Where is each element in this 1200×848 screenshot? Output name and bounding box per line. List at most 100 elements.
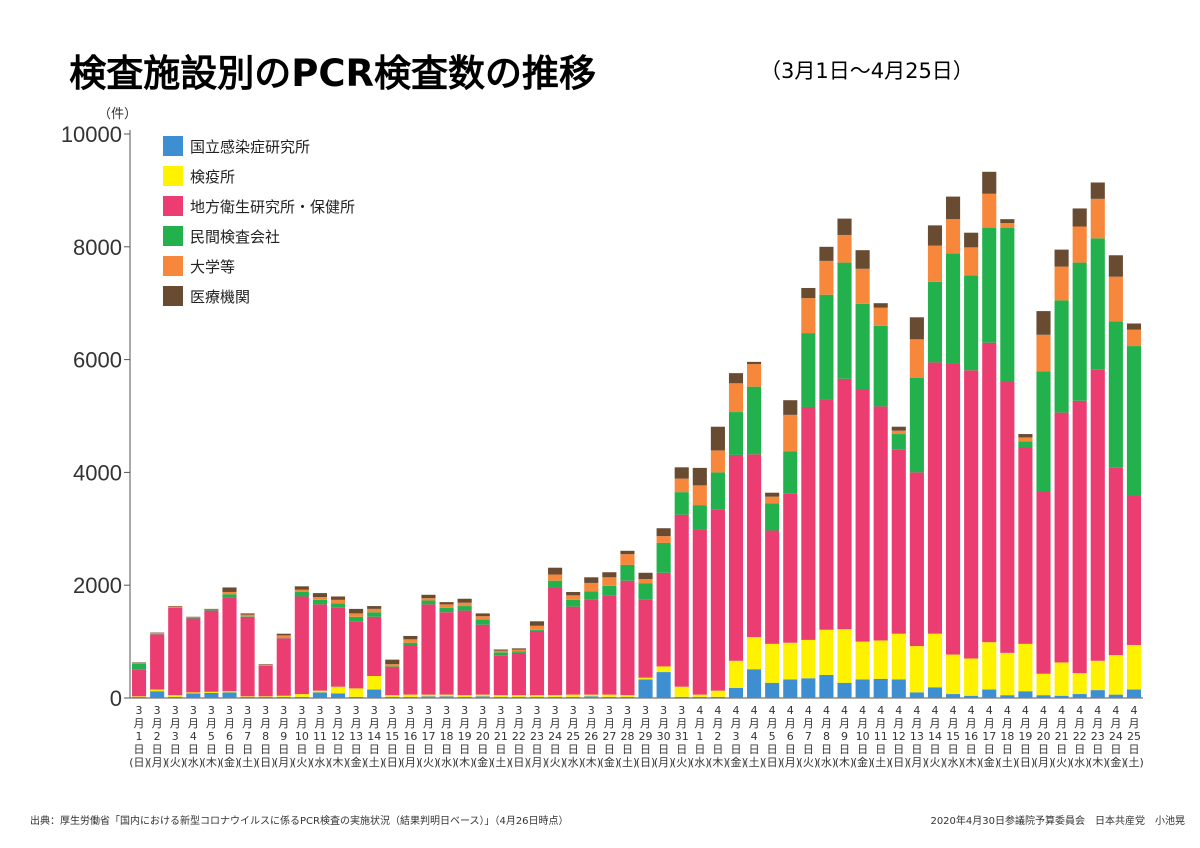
bar-segment (421, 600, 436, 605)
bar-segment (855, 679, 870, 698)
bar-segment (1036, 695, 1051, 698)
bar-segment (584, 696, 599, 698)
x-tick-label: 4 月 18 日(土) (998, 704, 1018, 769)
bar-segment (168, 606, 183, 608)
bar-segment (1108, 655, 1123, 695)
bar-segment (511, 648, 526, 650)
x-tick-label: 4 月 16 日(木) (961, 704, 981, 769)
bar-segment (747, 637, 762, 670)
bar-segment (150, 633, 165, 635)
bar-segment (783, 451, 798, 494)
bar-segment (131, 662, 147, 664)
legend-label: 国立感染症研究所 (190, 138, 310, 156)
bar-segment (765, 682, 780, 698)
bar-segment (349, 613, 364, 617)
bar-segment (1126, 495, 1142, 645)
bar-segment (312, 692, 327, 698)
bar-segment (801, 678, 816, 698)
bar-segment (873, 325, 888, 407)
bar-segment (457, 695, 472, 697)
bar-segment (403, 644, 418, 695)
bar-segment (222, 691, 237, 693)
bar-segment (421, 694, 436, 697)
y-tick-label: 0 (110, 686, 122, 711)
bar-segment (222, 597, 237, 692)
bar-segment (1108, 276, 1123, 322)
bar-segment (475, 616, 490, 620)
y-tick-label: 2000 (73, 573, 122, 598)
bar-segment (566, 696, 581, 698)
bar-segment (710, 426, 725, 451)
chart-title: 検査施設別のPCR検査数の推移 (69, 52, 596, 95)
x-tick-label: 4 月 8 日(水) (817, 704, 837, 769)
bar-segment (1090, 198, 1105, 239)
bar-segment (529, 696, 545, 698)
bar-segment (349, 616, 364, 622)
bar-segment (801, 287, 816, 299)
bar-segment (710, 696, 725, 698)
bar-segment (728, 373, 744, 384)
bar-segment (294, 591, 309, 597)
bar-segment (656, 536, 671, 543)
bar-segment (891, 426, 906, 431)
bar-segment (294, 596, 309, 695)
bar-segment (1018, 434, 1033, 438)
bar-segment (1072, 694, 1087, 698)
bar-segment (566, 606, 581, 695)
x-tick-label: 4 月 5 日(日) (762, 704, 782, 769)
bar-segment (638, 677, 653, 680)
bar-segment (457, 606, 472, 611)
y-tick-label: 6000 (73, 348, 122, 373)
bar-segment (1054, 266, 1069, 301)
bar-segment (150, 633, 165, 634)
x-tick-label: 3 月 3 日(火) (165, 704, 185, 769)
bar-segment (150, 632, 165, 634)
bar-segment (1072, 208, 1087, 227)
bar-segment (891, 633, 906, 680)
x-tick-label: 4 月 11 日(土) (871, 704, 891, 769)
x-tick-label: 3 月 25 日(水) (563, 704, 583, 769)
bar-segment (964, 232, 979, 248)
x-axis-labels: 3 月 1 日(日)3 月 2 日(月)3 月 3 日(火)3 月 4 日(水)3 月 5 日(木)3 月 6 日(… (129, 704, 1144, 769)
bar-segment (150, 689, 165, 692)
bar-segment (385, 659, 400, 665)
bar-segment (1090, 182, 1105, 199)
bar-segment (909, 692, 924, 698)
y-tick-label: 4000 (73, 460, 122, 485)
bar-segment (656, 572, 671, 667)
x-tick-label: 4 月 19 日(日) (1016, 704, 1036, 769)
bar-segment (150, 691, 165, 698)
bar-segment (927, 687, 943, 698)
bar-segment (710, 472, 725, 510)
bar-segment (1126, 644, 1142, 690)
x-tick-label: 3 月 6 日(金) (220, 704, 240, 769)
bar-segment (602, 572, 617, 578)
bar-segment (873, 640, 888, 679)
bar-segment (1126, 323, 1142, 330)
bar-segment (367, 612, 382, 617)
bar-segment (511, 652, 526, 696)
bar-segment (1000, 223, 1015, 228)
bar-segment (1108, 467, 1123, 656)
bar-segment (385, 666, 400, 667)
bar-segment (692, 485, 707, 506)
bar-segment (674, 686, 689, 697)
x-tick-label: 3 月 30 日(月) (654, 704, 674, 769)
bar-segment (801, 639, 816, 679)
bar-segment (656, 528, 671, 537)
bar-segment (855, 303, 870, 390)
bar-segment (168, 607, 183, 608)
bar-segment (909, 472, 924, 647)
bar-segment (783, 679, 798, 698)
bar-segment (529, 630, 545, 696)
y-tick-label: 10000 (61, 122, 122, 147)
chart-subtitle: （3月1日〜4月25日） (760, 59, 974, 83)
bar-segment (927, 633, 943, 688)
bar-segment (294, 694, 309, 697)
bar-segment (728, 383, 744, 413)
bar-segment (186, 692, 201, 694)
bar-segment (403, 642, 418, 645)
bar-segment (204, 610, 219, 611)
x-tick-label: 4 月 15 日(水) (943, 704, 963, 769)
